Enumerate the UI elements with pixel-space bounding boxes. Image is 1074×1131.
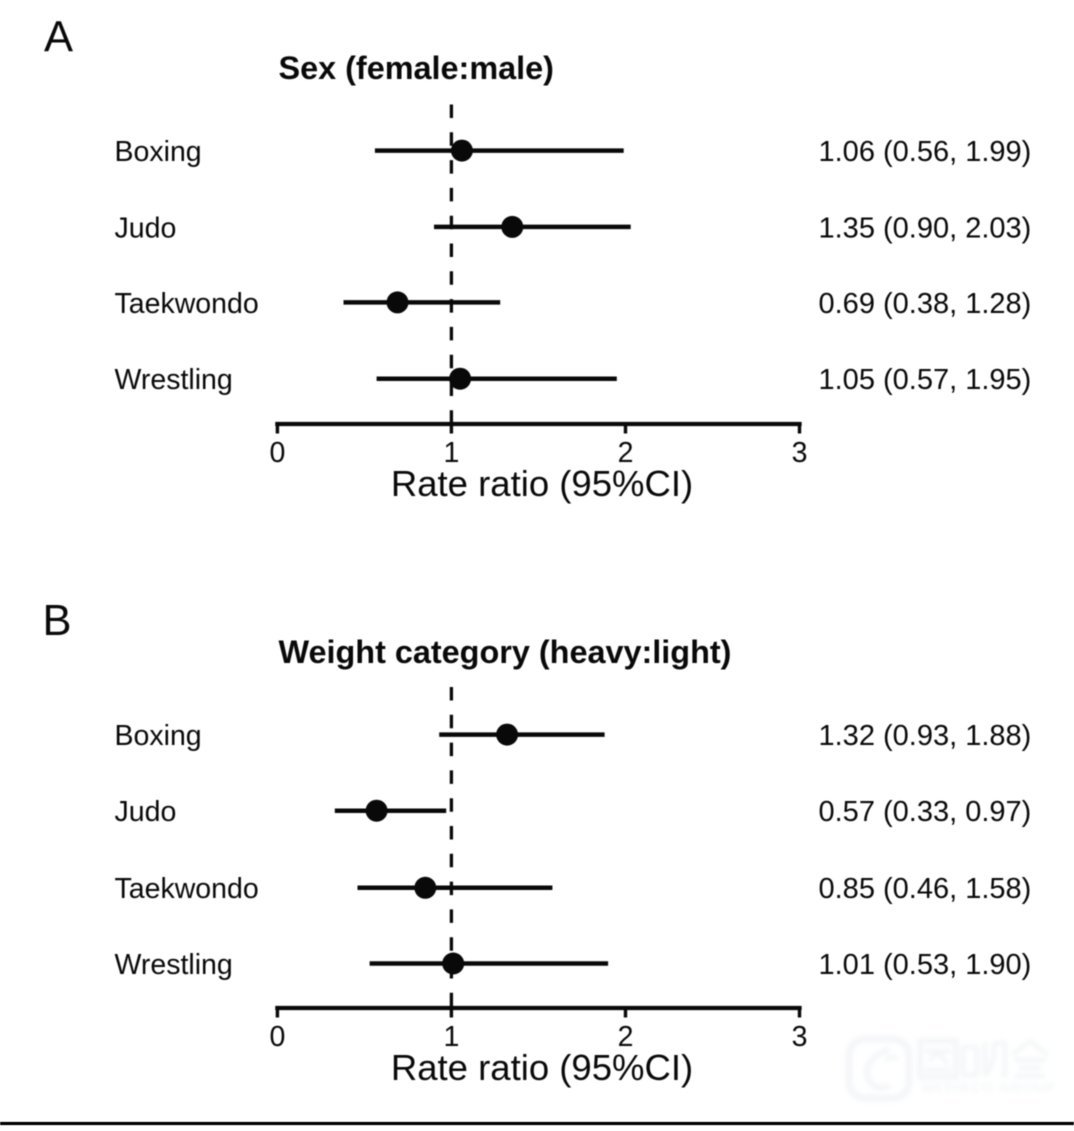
svg-text:A: A: [44, 14, 73, 62]
svg-text:Boxing: Boxing: [115, 720, 202, 752]
svg-text:0.57 (0.33, 0.97): 0.57 (0.33, 0.97): [819, 796, 1032, 828]
svg-text:0: 0: [269, 1021, 285, 1053]
svg-text:1: 1: [443, 1021, 459, 1053]
svg-text:1.35 (0.90, 2.03): 1.35 (0.90, 2.03): [819, 212, 1032, 244]
svg-text:Sex (female:male): Sex (female:male): [279, 50, 554, 86]
svg-text:Taekwondo: Taekwondo: [115, 873, 259, 905]
svg-text:1.32 (0.93, 1.88): 1.32 (0.93, 1.88): [819, 720, 1032, 752]
svg-text:Wrestling: Wrestling: [115, 364, 233, 396]
svg-text:Rate ratio (95%CI): Rate ratio (95%CI): [391, 463, 693, 504]
svg-text:3: 3: [792, 437, 808, 469]
svg-text:Rate ratio (95%CI): Rate ratio (95%CI): [391, 1047, 693, 1088]
svg-text:2: 2: [618, 1021, 634, 1053]
svg-text:Boxing: Boxing: [115, 136, 202, 168]
svg-text:2: 2: [618, 437, 634, 469]
svg-text:1: 1: [443, 437, 459, 469]
svg-text:1.06 (0.56, 1.99): 1.06 (0.56, 1.99): [819, 136, 1032, 168]
svg-text:3: 3: [792, 1021, 808, 1053]
svg-text:Judo: Judo: [115, 212, 177, 244]
svg-text:Taekwondo: Taekwondo: [115, 288, 259, 320]
svg-text:0.69 (0.38, 1.28): 0.69 (0.38, 1.28): [819, 288, 1032, 320]
svg-text:Wrestling: Wrestling: [115, 949, 233, 981]
svg-text:Weight category (heavy:light): Weight category (heavy:light): [279, 634, 732, 670]
svg-text:MEDIECO GROUP: MEDIECO GROUP: [922, 1079, 1056, 1095]
svg-text:1.05 (0.57, 1.95): 1.05 (0.57, 1.95): [819, 364, 1032, 396]
svg-text:0: 0: [269, 437, 285, 469]
svg-text:1.01 (0.53, 1.90): 1.01 (0.53, 1.90): [819, 949, 1032, 981]
svg-text:Judo: Judo: [115, 796, 177, 828]
svg-text:B: B: [43, 597, 72, 645]
svg-text:0.85 (0.46, 1.58): 0.85 (0.46, 1.58): [819, 873, 1032, 905]
